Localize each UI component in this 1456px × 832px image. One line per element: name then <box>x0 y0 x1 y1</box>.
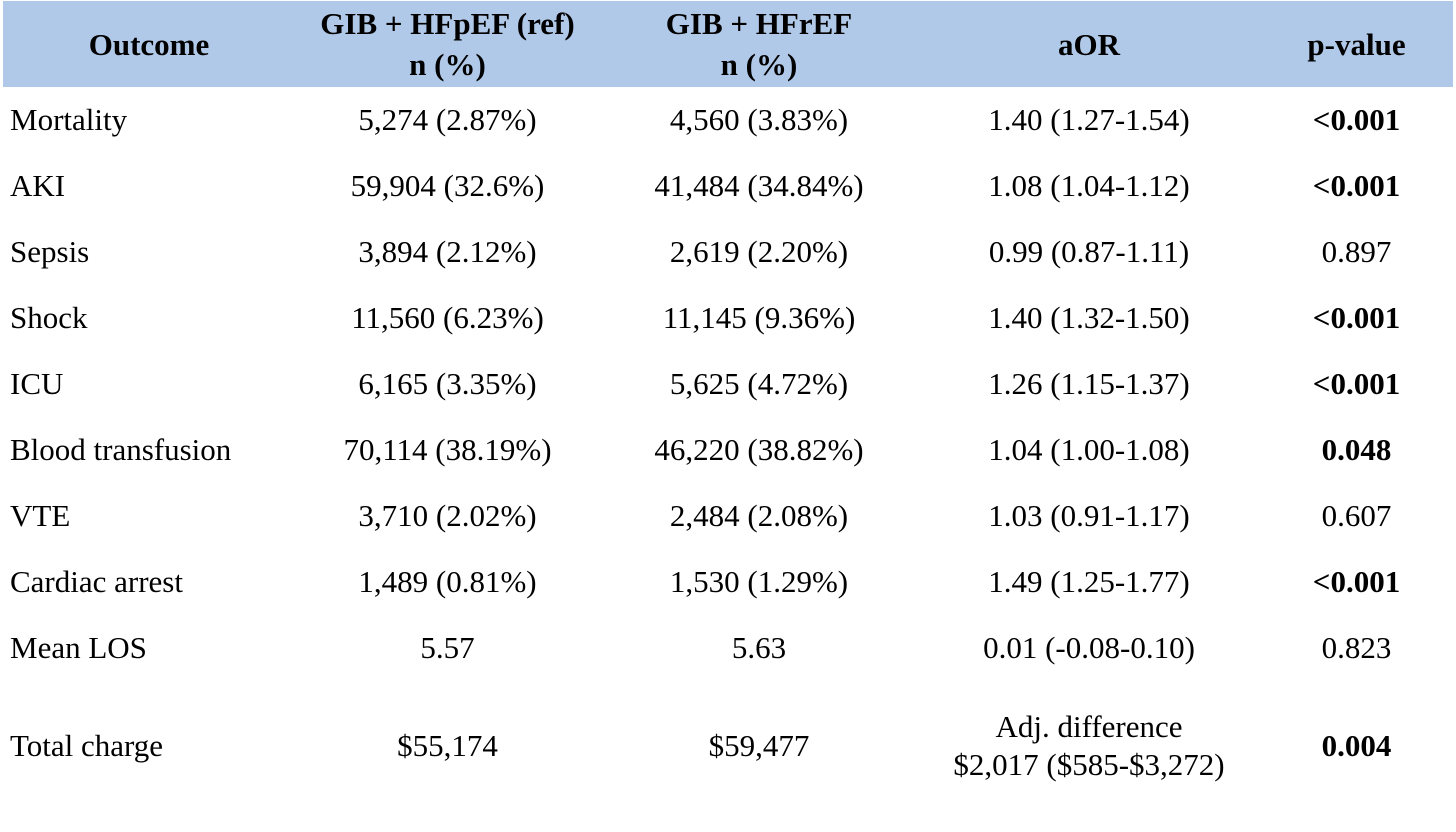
aor-line: 1.40 (1.27-1.54) <box>988 102 1190 137</box>
header-row: Outcome GIB + HFpEF (ref) n (%) GIB + HF… <box>3 1 1453 87</box>
header-p-value: p-value <box>1307 26 1406 62</box>
cell-hfpef: 1,489 (0.81%) <box>358 564 537 599</box>
aor-line-2: $2,017 ($585-$3,272) <box>953 747 1225 782</box>
cell-hfref: 11,145 (9.36%) <box>662 300 856 335</box>
cell-aor: 1.26 (1.15-1.37) <box>918 351 1260 417</box>
cell-aor: 1.49 (1.25-1.77) <box>918 549 1260 615</box>
aor-line: 1.26 (1.15-1.37) <box>988 366 1190 401</box>
outcomes-table: Outcome GIB + HFpEF (ref) n (%) GIB + HF… <box>3 1 1453 811</box>
cell-aor: 0.99 (0.87-1.11) <box>918 219 1260 285</box>
cell-outcome: Blood transfusion <box>10 432 232 467</box>
cell-hfref: 41,484 (34.84%) <box>654 168 864 203</box>
cell-p-value: <0.001 <box>1312 168 1401 203</box>
aor-line: 0.01 (-0.08-0.10) <box>983 630 1195 665</box>
cell-p-value: 0.607 <box>1321 498 1392 533</box>
cell-aor: 1.04 (1.00-1.08) <box>918 417 1260 483</box>
table-row: Sepsis 3,894 (2.12%) 2,619 (2.20%) 0.99 (0.… <box>3 219 1453 285</box>
cell-outcome: Mean LOS <box>10 630 147 665</box>
cell-hfpef: 3,894 (2.12%) <box>358 234 537 269</box>
header-aor: aOR <box>1058 26 1120 62</box>
cell-outcome: ICU <box>10 366 64 401</box>
aor-line: 1.49 (1.25-1.77) <box>988 564 1190 599</box>
cell-hfpef: 5,274 (2.87%) <box>358 102 537 137</box>
cell-p-value: <0.001 <box>1312 300 1401 335</box>
cell-outcome: VTE <box>10 498 71 533</box>
cell-hfpef: 11,560 (6.23%) <box>351 300 544 335</box>
cell-outcome: Sepsis <box>10 234 90 269</box>
cell-hfref: 5.63 <box>731 630 787 665</box>
cell-p-value: <0.001 <box>1312 564 1401 599</box>
cell-p-value: 0.897 <box>1321 234 1392 269</box>
cell-outcome: AKI <box>10 168 66 203</box>
cell-p-value: 0.823 <box>1321 630 1392 665</box>
cell-hfref: 2,619 (2.20%) <box>669 234 849 269</box>
table-row: Mortality 5,274 (2.87%) 4,560 (3.83%) 1.40 … <box>3 87 1453 153</box>
cell-hfpef: 59,904 (32.6%) <box>350 168 545 203</box>
cell-aor: 0.01 (-0.08-0.10) <box>918 615 1260 681</box>
cell-hfref: 5,625 (4.72%) <box>669 366 849 401</box>
table-row: Mean LOS 5.57 5.63 0.01 (-0.08-0.10) 0.823 <box>3 615 1453 681</box>
table-row: Shock 11,560 (6.23%) 11,145 (9.36%) 1.40 (1… <box>3 285 1453 351</box>
cell-hfpef: 5.57 <box>420 630 475 665</box>
aor-line: 1.08 (1.04-1.12) <box>988 168 1190 203</box>
table-row: Blood transfusion 70,114 (38.19%) 46,220 (… <box>3 417 1453 483</box>
table-row: VTE 3,710 (2.02%) 2,484 (2.08%) 1.03 (0.91-… <box>3 483 1453 549</box>
cell-aor: 1.08 (1.04-1.12) <box>918 153 1260 219</box>
aor-line: 0.99 (0.87-1.11) <box>988 234 1190 269</box>
cell-p-value: 0.048 <box>1321 432 1392 467</box>
table-row: Total charge $55,174 $59,477 Adj. differenc… <box>3 681 1453 811</box>
cell-hfpef: 6,165 (3.35%) <box>358 366 537 401</box>
header-hfref: GIB + HFrEF n (%) <box>665 6 853 82</box>
cell-hfref: $59,477 <box>708 728 810 763</box>
header-hfpef: GIB + HFpEF (ref) n (%) <box>320 6 575 82</box>
cell-outcome: Total charge <box>10 728 164 763</box>
cell-aor: 1.03 (0.91-1.17) <box>918 483 1260 549</box>
outcomes-table-container: Outcome GIB + HFpEF (ref) n (%) GIB + HF… <box>3 1 1453 811</box>
table-header: Outcome GIB + HFpEF (ref) n (%) GIB + HF… <box>3 1 1453 87</box>
cell-hfpef: $55,174 <box>397 728 498 763</box>
table-row: ICU 6,165 (3.35%) 5,625 (4.72%) 1.26 (1.15-… <box>3 351 1453 417</box>
cell-aor: 1.40 (1.32-1.50) <box>918 285 1260 351</box>
cell-p-value: <0.001 <box>1312 366 1401 401</box>
cell-outcome: Shock <box>10 300 88 335</box>
aor-line: 1.40 (1.32-1.50) <box>988 300 1190 335</box>
cell-p-value: 0.004 <box>1321 728 1392 763</box>
cell-hfpef: 3,710 (2.02%) <box>358 498 537 533</box>
table-body: Mortality 5,274 (2.87%) 4,560 (3.83%) 1.40 … <box>3 87 1453 811</box>
cell-aor: Adj. difference $2,017 ($585-$3,272) <box>918 681 1260 811</box>
cell-hfref: 46,220 (38.82%) <box>654 432 864 467</box>
cell-outcome: Mortality <box>10 102 128 137</box>
cell-hfpef: 70,114 (38.19%) <box>343 432 552 467</box>
cell-hfref: 4,560 (3.83%) <box>669 102 849 137</box>
aor-line: Adj. difference <box>995 709 1183 744</box>
cell-outcome: Cardiac arrest <box>10 564 183 599</box>
aor-line: 1.03 (0.91-1.17) <box>988 498 1190 533</box>
table-row: Cardiac arrest 1,489 (0.81%) 1,530 (1.29%)… <box>3 549 1453 615</box>
header-outcome: Outcome <box>88 26 210 62</box>
aor-line: 1.04 (1.00-1.08) <box>988 432 1190 467</box>
cell-aor: 1.40 (1.27-1.54) <box>918 87 1260 153</box>
cell-p-value: <0.001 <box>1312 102 1401 137</box>
cell-hfref: 1,530 (1.29%) <box>669 564 849 599</box>
cell-hfref: 2,484 (2.08%) <box>669 498 849 533</box>
table-row: AKI 59,904 (32.6%) 41,484 (34.84%) 1.08 (1.… <box>3 153 1453 219</box>
